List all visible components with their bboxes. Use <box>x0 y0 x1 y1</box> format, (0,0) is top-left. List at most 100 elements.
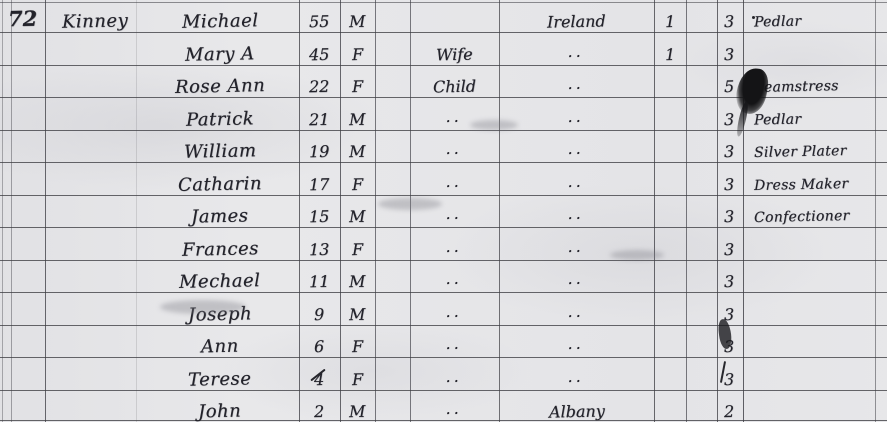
grid-hline <box>0 227 887 229</box>
cell-given-name: Catharin <box>140 162 300 196</box>
cell-relation: .. <box>407 227 502 259</box>
grid-hline <box>0 325 887 327</box>
relation-text: .. <box>446 370 463 385</box>
given-name-text: Terese <box>188 367 252 391</box>
cell-relation: .. <box>407 390 502 422</box>
cell-sex: M <box>340 260 375 292</box>
relation-text: .. <box>446 208 463 223</box>
ink-dot <box>752 16 755 19</box>
grid-vline <box>717 0 718 422</box>
sex-text: F <box>351 174 364 194</box>
cell-birthplace: Albany <box>499 390 654 422</box>
mark-b-text: 3 <box>723 174 735 194</box>
grid-vline <box>136 0 137 422</box>
mark-b-text: 3 <box>723 12 735 32</box>
cell-age: 15 <box>299 195 340 227</box>
given-name-text: Frances <box>181 237 259 261</box>
cell-given-name: Patrick <box>140 97 300 130</box>
cell-birthplace: .. <box>499 292 654 324</box>
mark-b-text: 2 <box>723 401 735 422</box>
cell-relation: .. <box>407 357 502 389</box>
census-row: Mary A 45 F Wife.. 1 3 <box>0 32 887 66</box>
cell-birthplace: .. <box>499 130 654 162</box>
grid-hline <box>0 292 887 294</box>
grid-hline <box>0 420 887 422</box>
cell-birthplace: .. <box>499 162 654 194</box>
relation-text: .. <box>446 305 463 320</box>
mark-b-text: 3 <box>723 142 735 162</box>
cell-sex: M <box>340 292 375 324</box>
cell-age: 6 <box>299 325 340 357</box>
age-text: 19 <box>309 142 330 162</box>
mark-b-text: 3 <box>723 369 735 389</box>
sex-text: M <box>349 207 366 227</box>
cell-mark-b: 3 <box>714 162 744 194</box>
cell-mark-b: 2 <box>714 390 744 422</box>
birthplace-text: .. <box>568 45 585 61</box>
age-text: 22 <box>309 77 330 97</box>
bleed-through-mark <box>378 198 442 210</box>
cell-given-name: Michael <box>140 0 300 34</box>
number-text: 72 <box>8 6 38 32</box>
cell-occupation: Pedlar <box>748 97 880 129</box>
sex-text: F <box>351 44 364 65</box>
birthplace-text: .. <box>568 305 585 320</box>
cell-given-name: Terese <box>140 357 300 391</box>
mark-b-text: 3 <box>723 207 735 227</box>
cell-age: 11 <box>299 260 340 292</box>
given-name-text: William <box>183 140 257 164</box>
cell-age: 21 <box>299 97 340 129</box>
census-row: Frances 13 F.... 3 <box>0 227 887 261</box>
grid-vline <box>2 0 3 422</box>
cell-sex: F <box>340 162 375 194</box>
cell-sex: M <box>340 390 375 422</box>
relation-text: .. <box>446 175 463 190</box>
cell-relation: Wife <box>407 32 502 65</box>
age-text: 17 <box>309 174 330 194</box>
cell-age: 19 <box>299 130 340 162</box>
cell-mark-b: 3 <box>714 260 744 292</box>
birthplace-text: .. <box>568 337 585 353</box>
sex-text: F <box>351 336 364 357</box>
given-name-text: Mary A <box>184 43 256 66</box>
census-row: Mechael 11 M.... 3 <box>0 260 887 293</box>
birthplace-text: .. <box>568 240 585 255</box>
cell-sex: F <box>340 227 375 259</box>
cell-number: 72 <box>0 0 46 32</box>
grid-hline <box>0 65 887 67</box>
cell-occupation: Pedlar <box>748 0 880 32</box>
bleed-through-mark <box>470 120 518 130</box>
mark-b-text: 3 <box>723 44 735 65</box>
occupation-text: Dress Maker <box>753 175 849 194</box>
relation-text: .. <box>446 240 463 255</box>
grid-vline <box>375 0 376 422</box>
census-row: Terese 4 F.... 3 <box>0 357 887 391</box>
grid-hline <box>0 130 887 132</box>
cell-sex: F <box>340 65 375 97</box>
cell-given-name: Mary A <box>140 32 300 66</box>
grid-hline <box>0 195 887 197</box>
given-name-text: Catharin <box>177 172 263 196</box>
cell-sex: F <box>340 32 375 64</box>
given-name-text: Michael <box>181 10 259 34</box>
cell-age: 55 <box>299 0 340 32</box>
mark-a-text: 1 <box>664 12 676 32</box>
cell-birthplace: .. <box>499 97 654 129</box>
cell-given-name: Frances <box>140 227 300 261</box>
occupation-text: Silver Plater <box>753 143 847 162</box>
cell-sex: M <box>340 130 375 162</box>
grid-hline <box>0 2 887 4</box>
cell-given-name: John <box>140 390 300 422</box>
sex-text: M <box>349 12 366 32</box>
cell-relation: .. <box>407 260 502 292</box>
grid-vline <box>743 0 744 422</box>
birthplace-text: .. <box>568 78 585 93</box>
cell-given-name: Rose Ann <box>140 65 300 98</box>
birthplace-text: .. <box>568 370 585 385</box>
cell-given-name: William <box>140 130 300 164</box>
grid-hline <box>0 390 887 392</box>
birthplace-text: .. <box>568 272 585 288</box>
grid-vline <box>654 0 655 422</box>
cell-given-name: Mechael <box>140 260 300 293</box>
cell-mark-b: 3 <box>714 195 744 227</box>
